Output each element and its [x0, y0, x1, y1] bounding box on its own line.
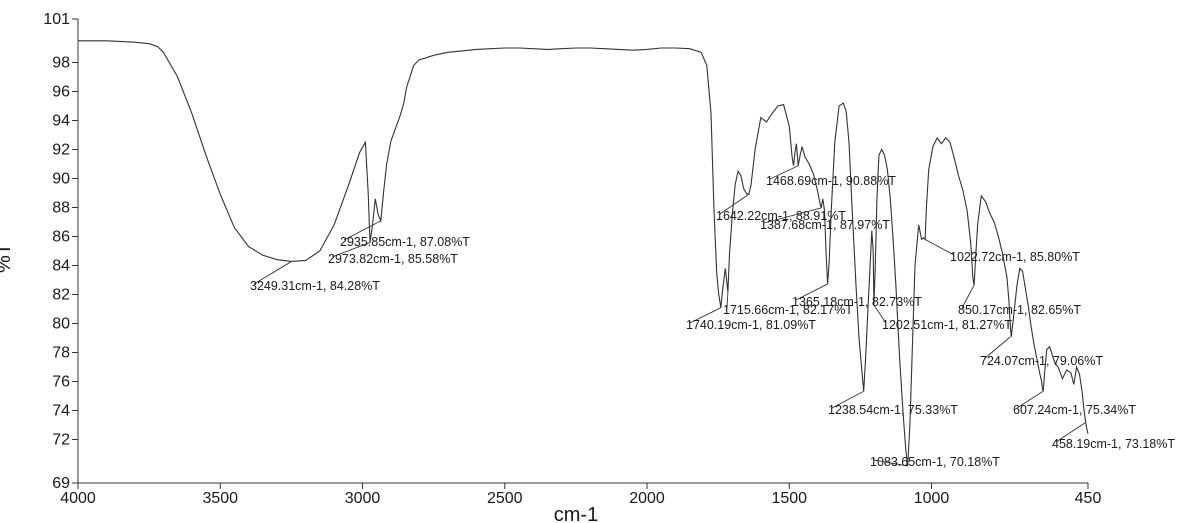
annotation-leader-line: [719, 193, 750, 215]
peak-annotation-label: 1202.51cm-1, 81.27%T: [882, 318, 1012, 332]
peak-annotation-label: 1715.66cm-1, 82.17%T: [723, 303, 853, 317]
peak-annotations: 3249.31cm-1, 84.28%T 2973.82cm-1, 85.58%T…: [250, 165, 1175, 469]
annotation-leader-line: [726, 292, 729, 309]
x-tick-label: 450: [1075, 490, 1102, 507]
x-tick-label: 2000: [629, 490, 665, 507]
y-tick-label: 92: [52, 142, 70, 159]
peak-annotation-label: 1468.69cm-1, 90.88%T: [766, 174, 896, 188]
annotation-leader-line: [983, 336, 1011, 360]
spectrum-line: [78, 40, 1089, 466]
peak-annotation-label: 1387.68cm-1, 87.97%T: [760, 218, 890, 232]
peak-annotation-label: 1642.22cm-1, 88.91%T: [716, 209, 846, 223]
y-tick-label: 96: [52, 84, 70, 101]
annotation-leader-line: [343, 220, 381, 241]
annotation-leader-line: [763, 207, 822, 224]
annotation-leader-line: [831, 390, 864, 409]
tick-labels: 69 72 74 76 78 80 82 84 86 88 90 92 94 96 98 101 4000 350…: [43, 11, 1101, 507]
annotation-leader-line: [1055, 422, 1086, 443]
peak-annotation-label: 1740.19cm-1, 81.09%T: [686, 318, 816, 332]
annotation-leader-line: [769, 165, 799, 180]
y-axis-title: %T: [0, 243, 15, 273]
annotation-leader-line: [873, 459, 908, 467]
x-axis-title: cm-1: [554, 504, 598, 523]
y-tick-label: 86: [52, 229, 70, 246]
y-tick-label: 72: [52, 432, 70, 449]
y-tick-label: 84: [52, 258, 70, 275]
x-tick-label: 2500: [487, 490, 523, 507]
y-tick-label: 88: [52, 200, 70, 217]
annotation-leader-line: [795, 283, 828, 301]
peak-annotation-label: 3249.31cm-1, 84.28%T: [250, 279, 380, 293]
peak-annotation-label: 458.19cm-1, 73.18%T: [1052, 437, 1175, 451]
x-tick-label: 3500: [202, 490, 238, 507]
y-tick-label: 82: [52, 287, 70, 304]
peak-annotation-label: 2973.82cm-1, 85.58%T: [328, 252, 458, 266]
peak-annotation-label: 607.24cm-1, 75.34%T: [1013, 403, 1136, 417]
y-tick-label: 90: [52, 171, 70, 188]
peak-annotation-label: 2935.85cm-1, 87.08%T: [340, 235, 470, 249]
peak-annotation-label: 1365.18cm-1, 82.73%T: [792, 295, 922, 309]
peak-annotation-label: 850.17cm-1, 82.65%T: [958, 303, 1081, 317]
y-tick-label: 101: [43, 11, 70, 28]
x-tick-label: 3000: [345, 490, 381, 507]
x-tick-label: 1000: [914, 490, 950, 507]
annotation-leader-line: [1016, 390, 1044, 409]
x-tick-label: 1500: [771, 490, 807, 507]
y-tick-label: 74: [52, 403, 70, 420]
annotation-leader-line: [253, 261, 292, 285]
x-tick-label: 4000: [60, 490, 96, 507]
annotation-leader-line: [924, 239, 955, 256]
y-tick-label: 98: [52, 55, 70, 72]
annotation-leader-line: [873, 304, 887, 324]
axes: [77, 19, 1088, 484]
peak-annotation-label: 724.07cm-1, 79.06%T: [980, 354, 1103, 368]
peak-annotation-label: 1022.72cm-1, 85.80%T: [950, 250, 1080, 264]
annotation-leader-line: [331, 242, 371, 258]
annotation-leader-line: [689, 307, 722, 324]
peak-annotation-label: 1083.65cm-1, 70.18%T: [870, 455, 1000, 469]
y-tick-label: 69: [52, 475, 70, 492]
peak-annotation-label: 1238.54cm-1, 75.33%T: [828, 403, 958, 417]
y-tick-label: 78: [52, 345, 70, 362]
y-tick-label: 94: [52, 113, 70, 130]
y-tick-label: 76: [52, 374, 70, 391]
annotation-leader-line: [961, 284, 975, 309]
y-tick-label: 80: [52, 316, 70, 333]
